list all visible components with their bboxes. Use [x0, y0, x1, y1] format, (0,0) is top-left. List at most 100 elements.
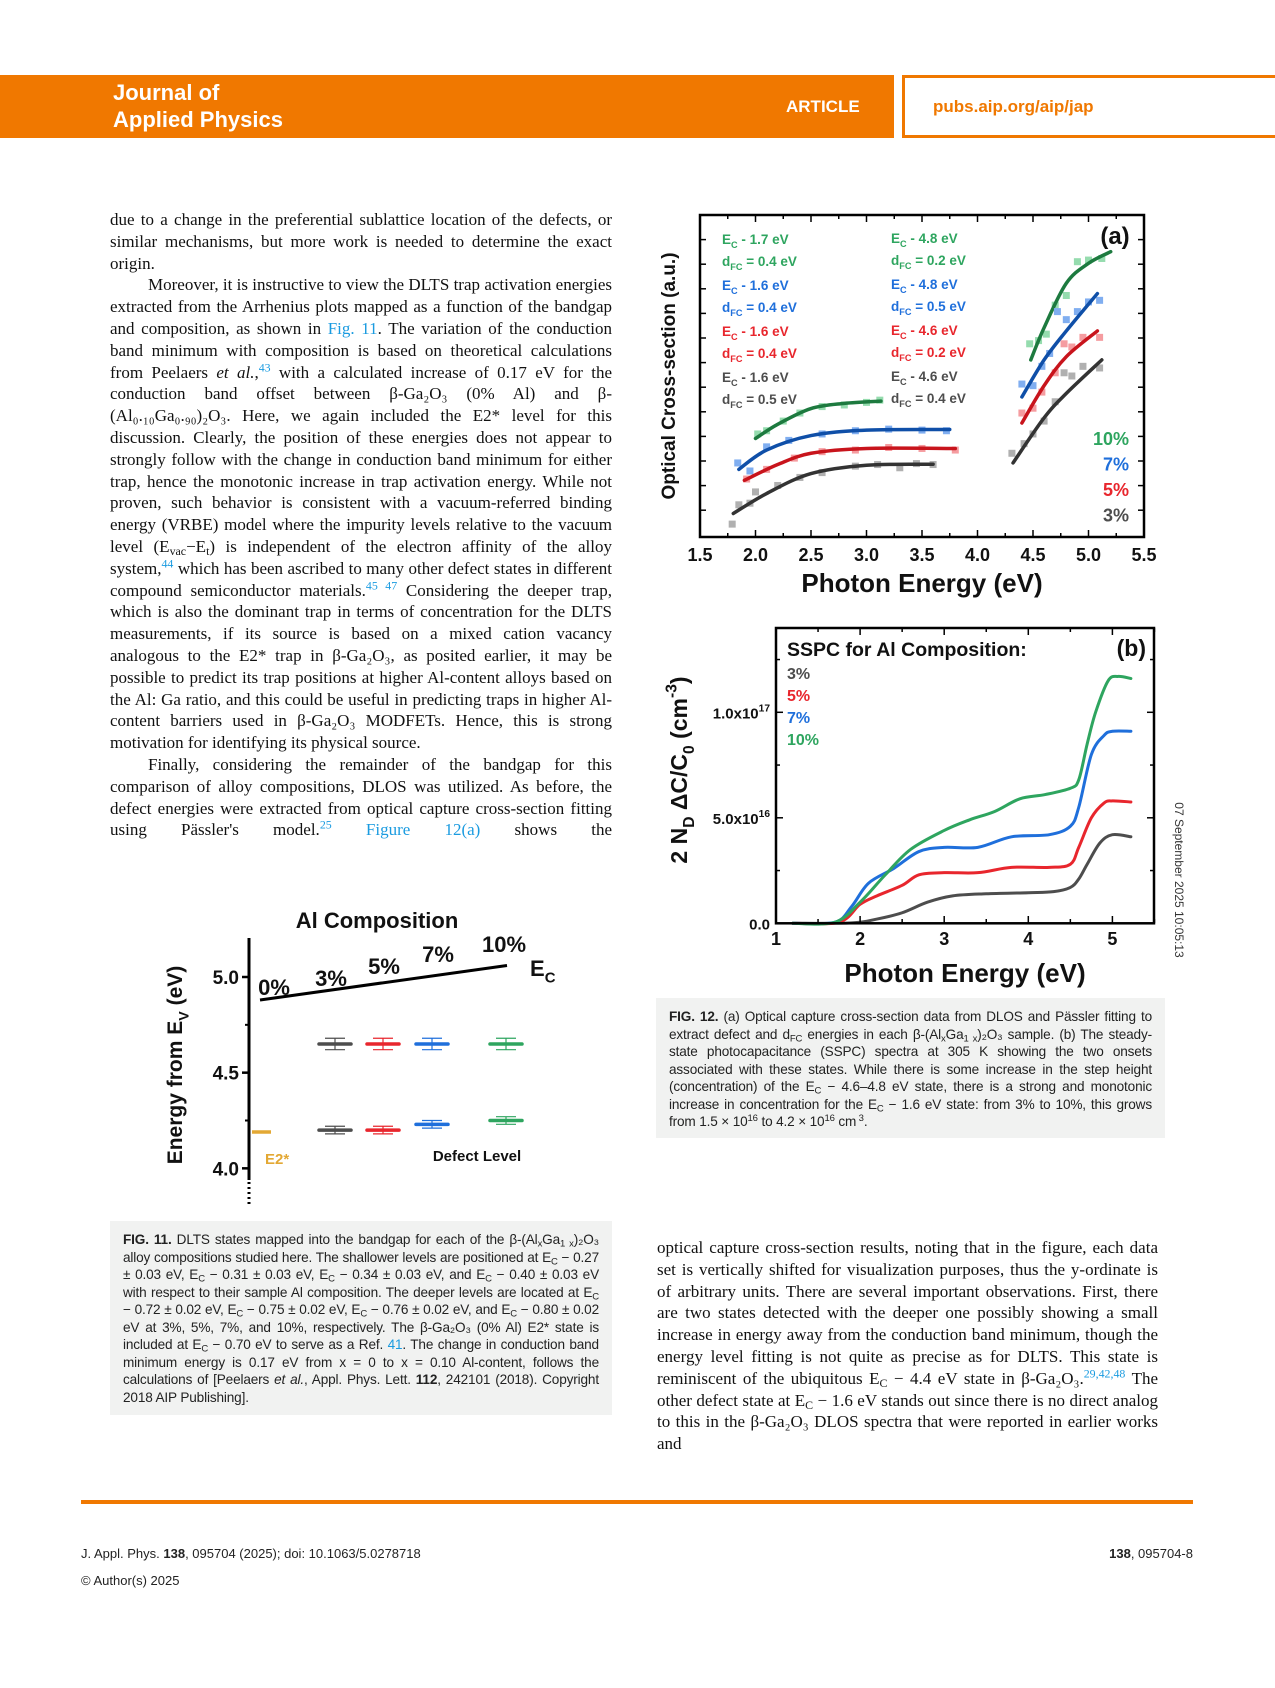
- superscript: -3: [664, 684, 681, 698]
- data-point: [728, 520, 736, 528]
- fit-curve: [737, 427, 952, 472]
- subscript: C: [805, 1397, 814, 1412]
- citation-link[interactable]: 43: [258, 360, 271, 375]
- subscript: C: [879, 1375, 888, 1390]
- subscript: C: [592, 1290, 599, 1302]
- cross-reference-link[interactable]: Figure 12(a): [365, 820, 481, 840]
- data-point: [1040, 417, 1048, 425]
- left-column-text: due to a change in the preferential subl…: [110, 209, 612, 841]
- text-run: = 0.4 eV: [911, 391, 965, 406]
- subscript: FC: [899, 353, 912, 363]
- text-run: = 0.4 eV: [742, 300, 796, 315]
- citation-link[interactable]: 29,42,48: [1083, 1366, 1126, 1381]
- text-run: which has been ascribed to many other de…: [110, 558, 612, 600]
- text-run: E: [530, 956, 545, 981]
- superscript: 16: [747, 1112, 758, 1124]
- subscript: C: [731, 332, 738, 342]
- text-run: = 0.2 eV: [911, 253, 965, 268]
- text-run: with a calculated increase of 0.17 eV fo…: [110, 362, 612, 556]
- text-run: − 0.31 ± 0.03 eV, E: [204, 1267, 329, 1282]
- fit-curve: [1020, 291, 1100, 399]
- superscript: 17: [759, 704, 771, 715]
- text-run: - 1.6 eV: [738, 278, 789, 293]
- cross-reference-link[interactable]: 41: [387, 1337, 403, 1352]
- cross-reference-link[interactable]: Fig. 11: [327, 318, 378, 338]
- text-run: - 4.8 eV: [907, 231, 958, 246]
- subscript: t: [206, 543, 210, 558]
- data-point: [752, 488, 759, 496]
- y-axis-label: Optical Cross-section (a.u.): [659, 252, 680, 499]
- y-axis-label: Energy from EV (eV): [164, 966, 192, 1165]
- x-tick-label: 2.0: [743, 545, 768, 565]
- sspc-curve-5pct: [791, 799, 1133, 926]
- subscript: C: [900, 377, 907, 387]
- bold-text: FIG. 11.: [123, 1232, 172, 1247]
- text-run: ) is independent of the electron affinit…: [110, 536, 612, 578]
- text-run: cm: [834, 1114, 857, 1129]
- defect-level-marker: [488, 1037, 524, 1051]
- text-run: − 0.70 eV to serve as a Ref.: [208, 1337, 388, 1352]
- dfc-label: dFC = 0.2 eV: [891, 345, 966, 363]
- x-tick-label: 2: [855, 929, 865, 949]
- text-run: Moreover, it is instructive to view the …: [110, 275, 612, 338]
- citation-link[interactable]: 25: [319, 817, 332, 832]
- data-point: [1029, 382, 1037, 390]
- dfc-label: dFC = 0.4 eV: [722, 254, 797, 272]
- data-point: [1096, 296, 1104, 304]
- e2star-label: E2*: [265, 1151, 289, 1168]
- fig12b-sspc-chart: 1 2 3 4 5 0.0 5.0x1016 1.0x1017 Photon Energy (e…: [664, 626, 1156, 988]
- text-run: − 0.76 ± 0.02 eV, and E: [367, 1302, 511, 1317]
- data-point: [1068, 343, 1076, 351]
- text-run: DLTS states mapped into the bandgap for …: [171, 1232, 538, 1247]
- subscript: C: [731, 286, 738, 296]
- text-run: d: [722, 254, 730, 269]
- data-point: [1008, 449, 1016, 457]
- defect-level-marker: [317, 1037, 353, 1051]
- defect-level-marker: [414, 1119, 450, 1129]
- text-run: - 4.6 eV: [907, 323, 958, 338]
- subscript: C: [236, 1308, 244, 1320]
- data-point: [1026, 340, 1034, 348]
- text-run: d: [891, 299, 899, 314]
- subscript: FC: [730, 400, 743, 410]
- footer-rule: [81, 1500, 1193, 1504]
- text-run: − 1.6 eV state: from 3% to 10%, this gro…: [669, 1096, 1152, 1130]
- subscript: C: [551, 1255, 558, 1267]
- citation-link[interactable]: 44: [161, 556, 174, 571]
- journal-url-box: [902, 75, 1275, 138]
- superscript: 3: [856, 1112, 864, 1124]
- defect-energy-label: EC - 4.6 eV: [891, 369, 958, 387]
- composition-label: 5%: [368, 954, 400, 979]
- fit-curve: [1020, 329, 1100, 425]
- journal-url-link[interactable]: pubs.aip.org/aip/jap: [933, 97, 1094, 116]
- data-point: [1073, 258, 1081, 266]
- defect-energy-label: EC - 1.6 eV: [722, 324, 789, 342]
- ec-label: EC: [530, 956, 556, 987]
- subscript: C: [510, 1308, 518, 1320]
- right-column-text: optical capture cross-section results, n…: [657, 1237, 1158, 1455]
- text-run: = 0.5 eV: [911, 299, 965, 314]
- x-axis-label: Photon Energy (eV): [801, 568, 1042, 598]
- x-tick-label: 1: [771, 929, 781, 949]
- composition-label: 3%: [315, 966, 347, 991]
- text-run: = 0.5 eV: [742, 392, 796, 407]
- italic-text: et al.: [274, 1372, 304, 1387]
- text-run: − 4.6–4.8 eV state, there is a strong an…: [669, 1079, 1153, 1112]
- data-point: [1079, 333, 1087, 341]
- citation-doi[interactable]: , 095704 (2025); doi: 10.1063/5.0278718: [185, 1546, 421, 1561]
- fit-curve: [1011, 358, 1104, 465]
- data-point: [1018, 380, 1026, 388]
- subscript: FC: [899, 261, 912, 271]
- data-point: [1085, 256, 1092, 264]
- x-tick-label: 4.0: [965, 545, 990, 565]
- x-tick-label: 5.5: [1131, 545, 1156, 565]
- text-run: . The variation of the conduction band m…: [110, 318, 612, 382]
- text-run: d: [891, 253, 899, 268]
- x-tick-label: 3.5: [909, 545, 934, 565]
- composition-label: 10%: [482, 932, 526, 957]
- text-run: − 0.75 ± 0.02 eV, E: [243, 1302, 361, 1317]
- legend-entry: 3%: [1103, 506, 1129, 526]
- citation-link[interactable]: 45 47: [365, 578, 398, 593]
- x-tick-label: 1.5: [687, 545, 712, 565]
- legend-entry: 3%: [787, 666, 810, 683]
